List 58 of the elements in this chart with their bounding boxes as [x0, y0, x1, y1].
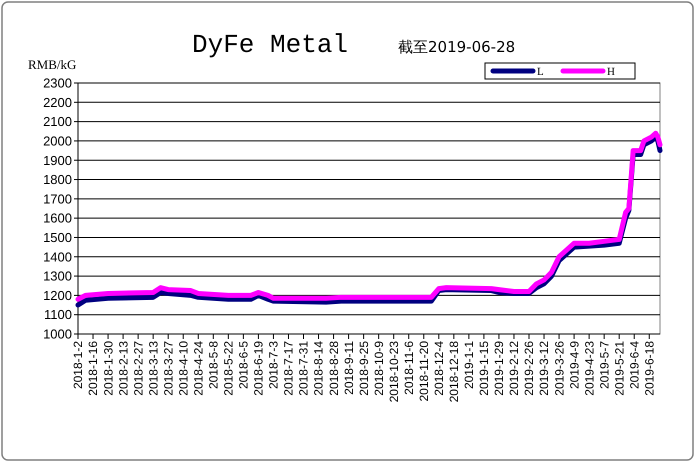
- x-tick-label: 2018-9-11: [342, 340, 356, 395]
- x-tick-label: 2018-3-27: [161, 340, 176, 396]
- y-tick-label: 2000: [43, 133, 72, 148]
- x-tick-label: 2018-4-10: [176, 340, 190, 396]
- x-tick-label: 2019-3-26: [552, 340, 566, 396]
- legend-label: L: [537, 66, 544, 78]
- x-tick-label: 2018-3-13: [146, 340, 160, 396]
- x-tick-label: 2018-8-14: [312, 340, 326, 396]
- y-tick-label: 1200: [43, 288, 72, 303]
- y-tick-label: 1700: [43, 191, 72, 206]
- x-tick-label: 2018-5-22: [222, 340, 236, 396]
- y-tick-label: 1400: [43, 249, 72, 264]
- x-tick-label: 2019-5-7: [597, 340, 612, 390]
- x-tick-label: 2018-11-6: [402, 340, 416, 395]
- x-tick-label: 2018-7-17: [282, 340, 296, 396]
- x-tick-label: 2018-7-31: [296, 340, 311, 396]
- x-tick-label: 2019-1-1: [462, 340, 476, 390]
- x-tick-label: 2019-5-21: [612, 340, 626, 396]
- y-tick-label: 1500: [43, 230, 72, 246]
- x-tick-label: 2018-9-25: [356, 340, 371, 396]
- x-tick-label: 2019-3-12: [537, 340, 552, 396]
- x-tick-label: 2019-6-18: [642, 340, 656, 396]
- x-tick-label: 2019-2-12: [507, 340, 522, 396]
- legend-label: H: [607, 66, 615, 78]
- x-tick-label: 2019-2-26: [522, 340, 536, 396]
- y-tick-label: 1600: [43, 210, 72, 226]
- y-tick-label: 1100: [44, 307, 72, 322]
- x-tick-label: 2018-2-13: [116, 340, 130, 396]
- x-tick-label: 2018-1-2: [71, 340, 86, 390]
- x-tick-label: 2018-10-23: [386, 340, 401, 402]
- x-tick-label: 2018-6-19: [252, 340, 266, 396]
- y-tick-label: 2300: [43, 76, 72, 91]
- y-axis-title: RMB/kG: [28, 57, 76, 72]
- x-tick-label: 2019-1-29: [492, 340, 506, 396]
- x-tick-label: 2019-6-4: [627, 340, 642, 390]
- x-tick-label: 2018-12-4: [432, 340, 446, 396]
- x-tick-label: 2019-4-9: [567, 340, 582, 390]
- x-tick-label: 2018-4-24: [191, 340, 206, 396]
- chart-title: DyFe Metal: [192, 30, 348, 60]
- x-tick-label: 2018-8-28: [326, 340, 341, 396]
- x-tick-label: 2019-4-23: [582, 340, 596, 396]
- x-tick-label: 2018-1-30: [101, 340, 116, 396]
- x-tick-label: 2018-1-16: [86, 340, 100, 396]
- y-tick-label: 2200: [43, 94, 72, 110]
- y-tick-label: 2100: [43, 114, 72, 130]
- chart-subtitle: 截至2019-06-28: [398, 38, 516, 56]
- y-tick-label: 1300: [43, 268, 72, 284]
- x-tick-label: 2018-10-9: [372, 340, 386, 396]
- y-tick-label: 1000: [43, 326, 72, 342]
- x-tick-label: 2019-1-15: [477, 340, 492, 396]
- x-tick-label: 2018-7-3: [266, 340, 281, 390]
- x-tick-label: 2018-12-18: [447, 340, 462, 402]
- y-tick-label: 1800: [43, 172, 72, 188]
- x-tick-label: 2018-2-27: [131, 340, 146, 396]
- y-tick-label: 1900: [43, 152, 72, 168]
- x-tick-label: 2018-11-20: [416, 340, 431, 402]
- x-tick-label: 2018-6-5: [236, 340, 251, 390]
- x-tick-label: 2018-5-8: [206, 340, 220, 390]
